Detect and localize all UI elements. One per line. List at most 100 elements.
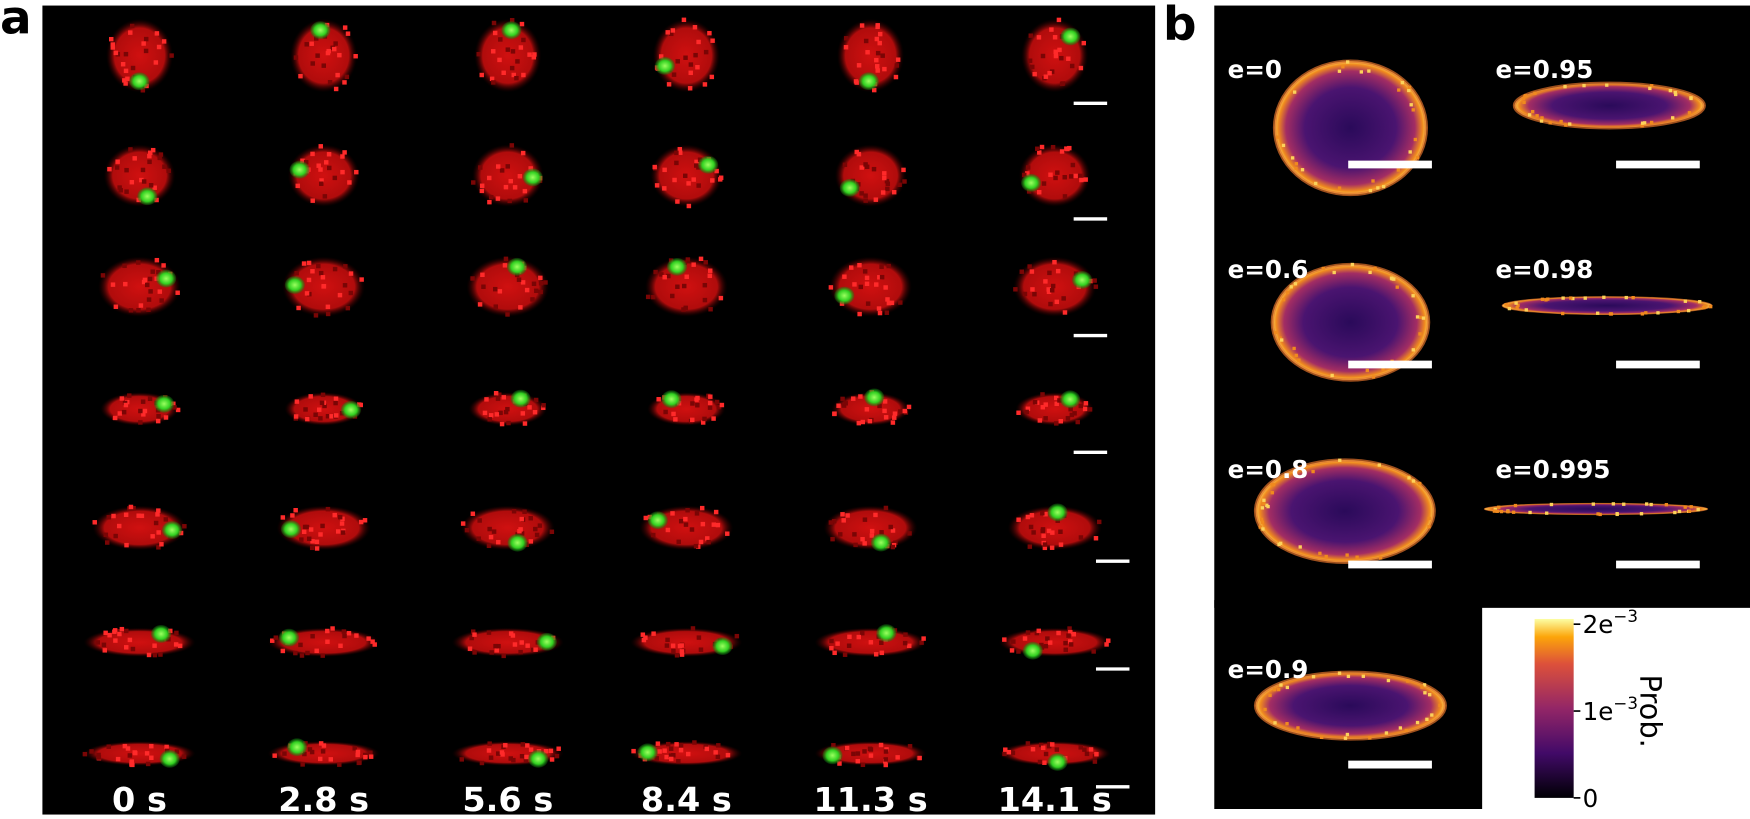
pixel	[1294, 166, 1298, 171]
pixel	[1582, 83, 1586, 88]
shape-label: e=0.995	[1496, 455, 1611, 484]
pixel	[464, 527, 470, 533]
pixel	[147, 396, 153, 401]
pixel	[873, 652, 879, 657]
pixel	[518, 649, 523, 655]
pixel	[852, 282, 857, 287]
pixel	[1683, 299, 1688, 303]
pixel	[851, 396, 856, 401]
pixel	[1596, 512, 1600, 516]
pixel	[683, 522, 689, 527]
pixel	[538, 280, 544, 286]
pixel	[533, 397, 539, 403]
pixel	[1035, 146, 1040, 151]
pixel	[309, 41, 314, 46]
pixel	[1270, 483, 1274, 487]
pixel	[860, 419, 865, 425]
pixel	[703, 260, 708, 265]
pixel	[1043, 511, 1048, 517]
pixel	[1067, 626, 1072, 631]
pixel	[1260, 506, 1265, 510]
pixel	[683, 173, 688, 179]
pixel	[1640, 312, 1645, 316]
pixel	[294, 270, 299, 276]
green-spot	[1047, 753, 1068, 771]
pixel	[310, 633, 315, 639]
pixel	[878, 742, 884, 748]
pixel	[307, 747, 313, 752]
pixel	[141, 41, 146, 46]
pixel	[662, 274, 667, 280]
pixel	[1569, 296, 1573, 300]
pixel	[734, 633, 740, 639]
pixel	[1070, 162, 1076, 168]
pixel	[895, 755, 900, 760]
pixel	[520, 411, 526, 416]
pixel	[496, 643, 501, 649]
pixel	[525, 643, 530, 648]
pixel	[1047, 640, 1053, 645]
pixel	[502, 263, 508, 268]
pixel	[486, 543, 492, 549]
pixel	[842, 162, 848, 168]
pixel	[495, 396, 501, 401]
pixel	[295, 183, 300, 189]
pixel	[681, 17, 687, 23]
pixel	[888, 524, 893, 530]
pixel	[310, 269, 315, 274]
pixel	[1422, 683, 1427, 687]
pixel	[492, 30, 498, 36]
pixel	[141, 179, 147, 184]
pixel	[280, 648, 286, 654]
pixel	[1049, 27, 1054, 32]
pixel	[1009, 648, 1015, 653]
green-spot	[834, 286, 855, 305]
pixel	[695, 403, 700, 408]
pixel	[1262, 498, 1266, 502]
time-label: 2.8 s	[278, 780, 369, 819]
green-spot	[822, 746, 843, 765]
pixel	[707, 400, 713, 406]
pixel	[163, 517, 169, 522]
pixel	[917, 755, 922, 761]
pixel	[1093, 536, 1099, 541]
pixel	[653, 269, 658, 275]
pixel	[1055, 268, 1061, 274]
pixel	[665, 637, 670, 643]
pixel	[859, 23, 865, 28]
pixel	[318, 144, 323, 149]
pixel	[136, 307, 141, 313]
green-spot	[278, 628, 300, 647]
pixel	[1092, 278, 1097, 283]
pixel	[159, 542, 164, 547]
pixel	[1677, 509, 1682, 514]
pixel	[1515, 306, 1519, 310]
pixel	[688, 62, 694, 67]
pixel	[345, 31, 351, 36]
pixel	[309, 749, 315, 755]
pixel	[110, 282, 116, 287]
pixel	[541, 403, 546, 408]
pixel	[670, 293, 675, 299]
pixel	[1054, 395, 1059, 401]
pixel	[479, 760, 485, 766]
pixel	[505, 312, 510, 317]
pixel	[676, 759, 681, 764]
pixel	[1514, 301, 1518, 305]
pixel	[1407, 476, 1411, 480]
pixel	[1088, 747, 1094, 752]
pixel	[1533, 91, 1537, 95]
pixel	[1059, 55, 1064, 61]
pixel	[1043, 74, 1049, 79]
pixel	[706, 539, 711, 545]
pixel	[856, 63, 862, 68]
pixel	[300, 762, 305, 767]
pixel	[117, 411, 123, 416]
pixel	[318, 270, 324, 276]
pixel	[1427, 525, 1431, 529]
pixel	[481, 284, 486, 289]
pixel	[112, 415, 118, 421]
pixel	[1676, 309, 1681, 314]
pixel	[345, 305, 351, 311]
pixel	[1046, 287, 1051, 292]
